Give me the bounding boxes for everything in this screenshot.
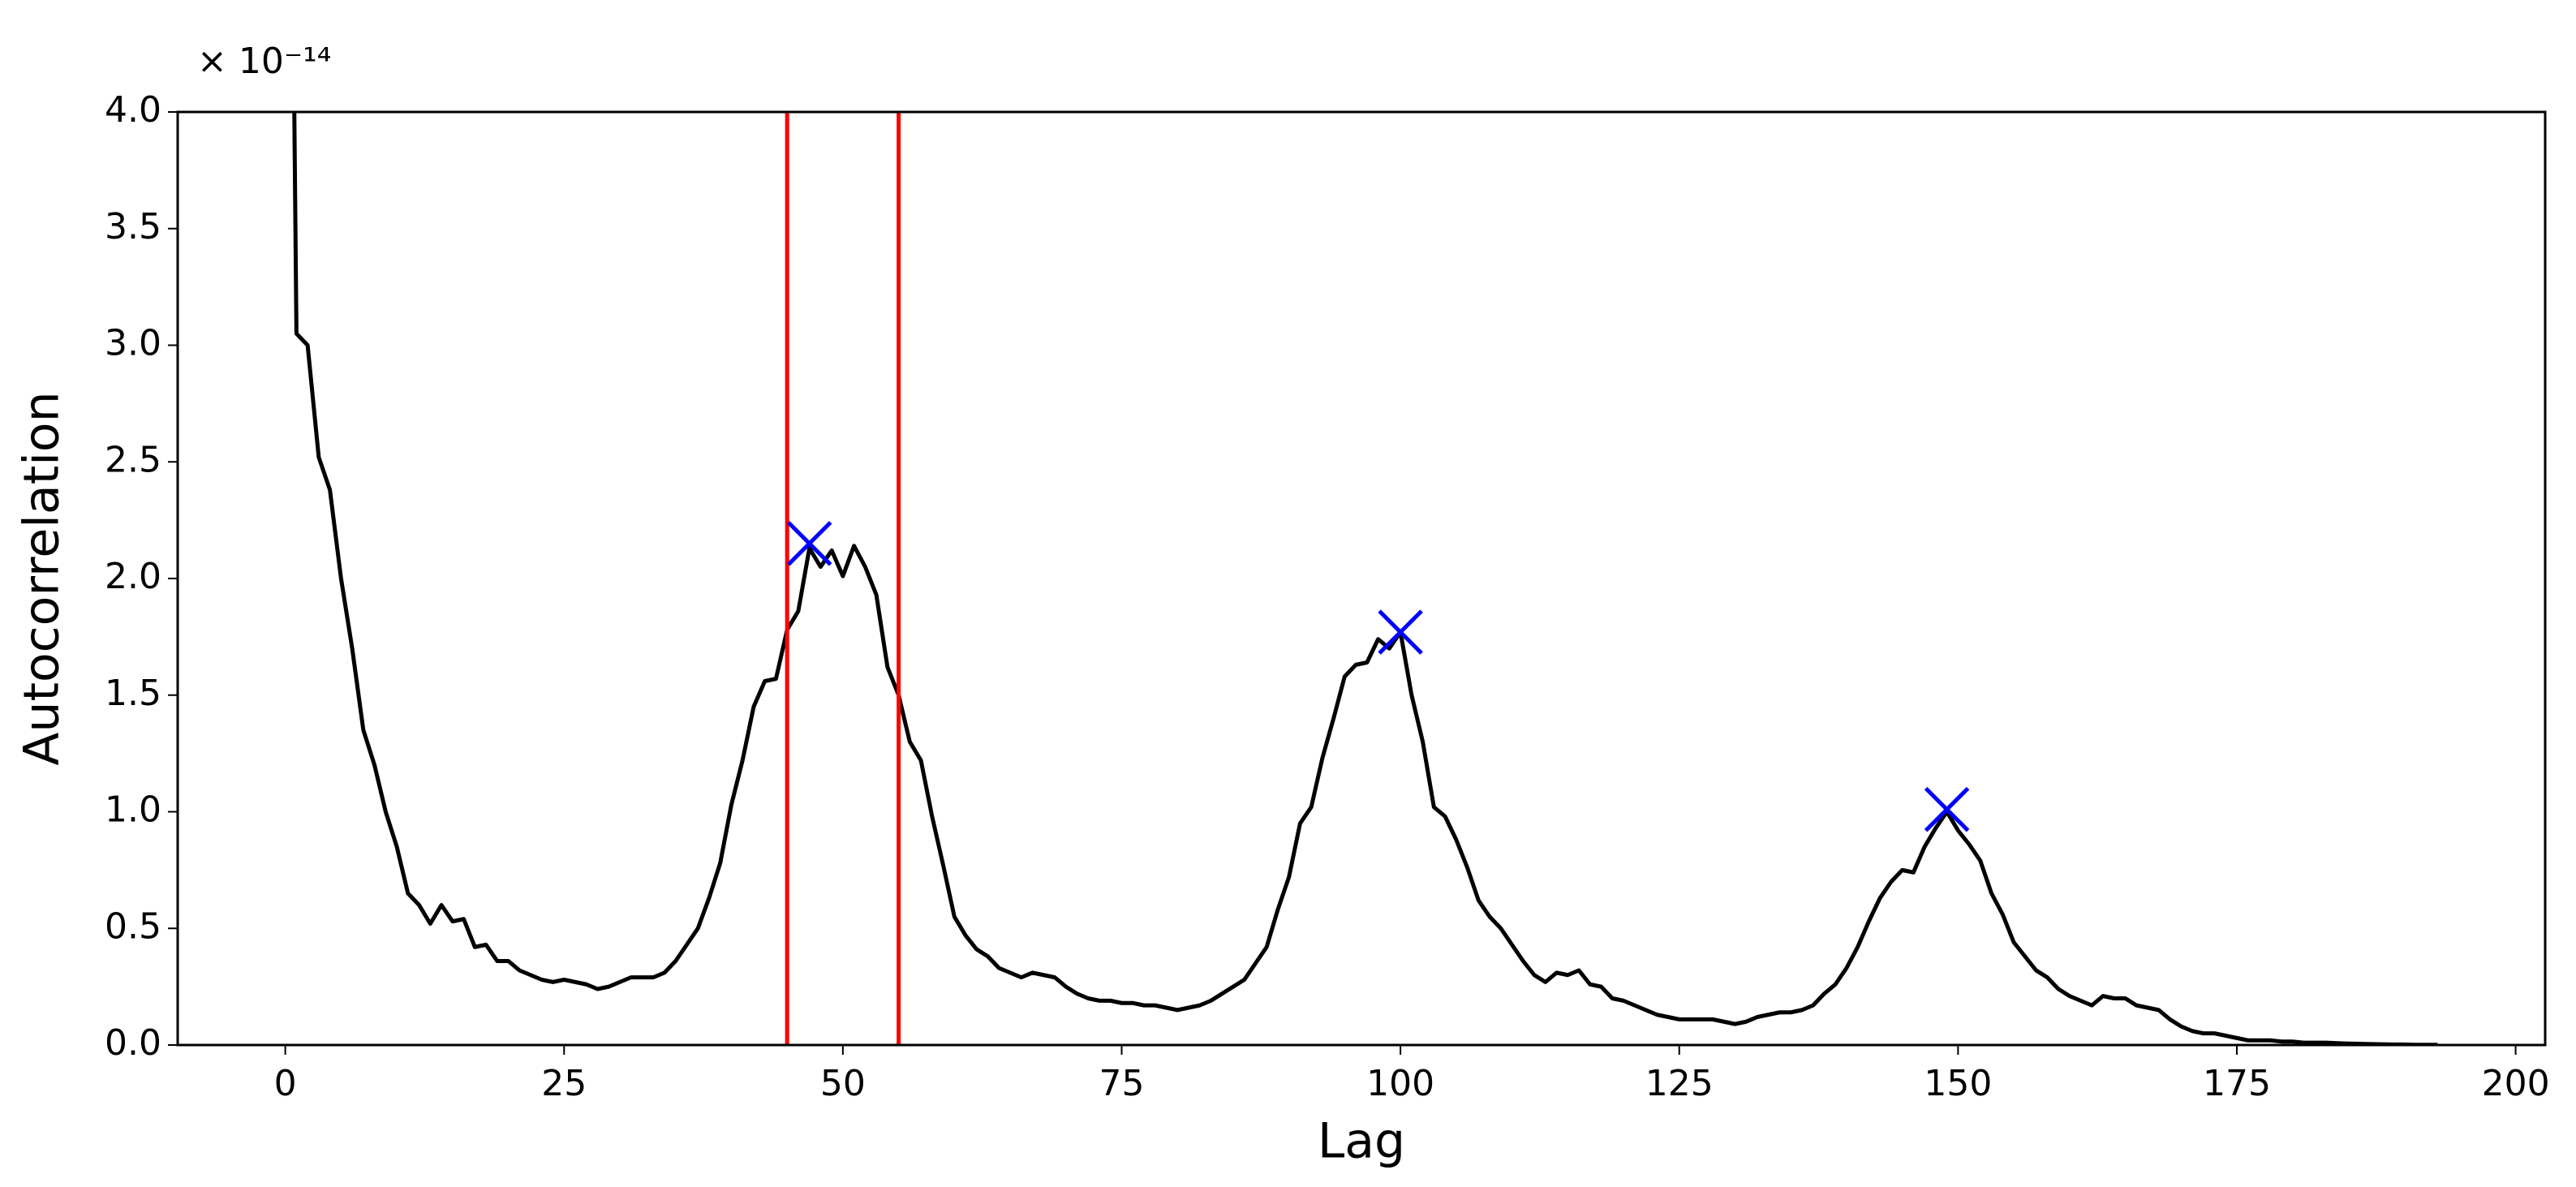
y-tick-label: 2.0: [105, 556, 161, 597]
x-tick-label: 125: [1645, 1063, 1714, 1104]
plot-frame: [176, 110, 2547, 1047]
peak-marker: [1378, 609, 1423, 655]
x-tick-label: 25: [541, 1063, 587, 1104]
x-axis-label: Lag: [1318, 1113, 1405, 1170]
y-tick-label: 1.5: [105, 673, 161, 714]
data-line: [292, 112, 2438, 1045]
x-tick-label: 175: [2203, 1063, 2271, 1104]
x-tick-label: 0: [274, 1063, 297, 1104]
x-tick-label: 75: [1099, 1063, 1144, 1104]
peak-marker: [1924, 786, 1970, 832]
x-tick-label: 200: [2482, 1063, 2550, 1104]
y-tick-label: 3.5: [105, 206, 161, 247]
y-axis-label: Autocorrelation: [14, 391, 71, 765]
plot-area: [292, 112, 2438, 1045]
x-tick-label: 150: [1924, 1063, 1992, 1104]
y-tick-label: 1.0: [105, 789, 161, 831]
y-tick-label: 3.0: [105, 323, 161, 364]
y-tick-label: 0.5: [105, 905, 161, 947]
x-tick-label: 50: [820, 1063, 866, 1104]
y-tick-label: 4.0: [105, 89, 161, 131]
y-tick-label: 2.5: [105, 439, 161, 480]
x-tick-label: 100: [1366, 1063, 1434, 1104]
y-offset-label: × 10⁻¹⁴: [197, 41, 331, 82]
y-tick-label: 0.0: [105, 1022, 161, 1064]
peak-marker: [786, 521, 832, 566]
